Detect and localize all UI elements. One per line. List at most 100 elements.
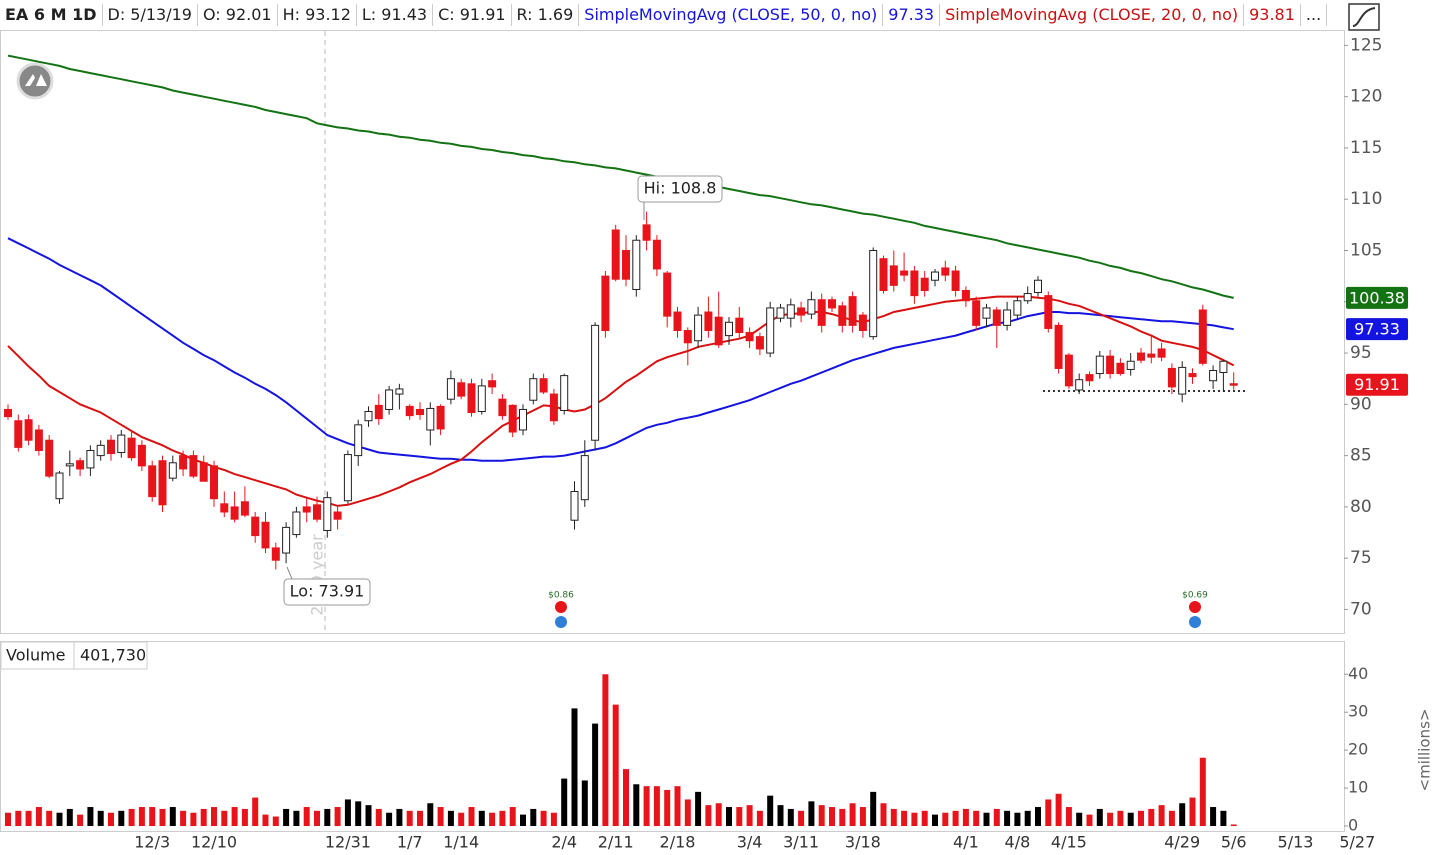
x-tick-label: 4/29	[1164, 833, 1200, 852]
candle-body	[34, 429, 43, 451]
volume-bar	[262, 814, 269, 826]
earnings-icon[interactable]	[1189, 601, 1201, 613]
study-name[interactable]: SimpleMovingAvg (CLOSE, 20, 0, no)	[940, 4, 1245, 26]
volume-panel	[0, 641, 1345, 832]
volume-bar	[437, 807, 444, 826]
volume-bar	[1199, 757, 1206, 826]
volume-last: 401,730	[80, 646, 146, 665]
candle-body	[467, 383, 476, 414]
candle-body	[1054, 324, 1063, 369]
volume-bar	[901, 810, 908, 826]
volume-bar	[468, 807, 475, 826]
candle-body	[65, 463, 74, 467]
candle-body	[168, 462, 177, 479]
volume-bar	[283, 808, 290, 826]
candle-body	[1188, 373, 1197, 378]
candle-body	[1157, 348, 1166, 358]
y-tick-label: 40	[1348, 664, 1368, 683]
candle-body	[117, 434, 126, 454]
volume-bar	[458, 812, 465, 826]
candle-body	[395, 388, 404, 395]
candle-body	[199, 462, 208, 482]
volume-bar	[272, 816, 279, 826]
x-tick-label: 4/8	[1005, 833, 1031, 852]
volume-bar	[211, 807, 217, 826]
volume-bar	[375, 808, 382, 826]
volume-bar	[777, 805, 784, 826]
candle-body	[107, 439, 115, 455]
volume-bar	[396, 808, 403, 826]
earnings-icon[interactable]	[555, 601, 567, 613]
candle-body	[951, 270, 960, 291]
candle-body	[570, 490, 579, 521]
price-box	[1346, 286, 1408, 309]
company-logo	[16, 62, 54, 100]
volume-bar	[1076, 812, 1083, 826]
volume-bar	[962, 808, 969, 826]
more[interactable]: ...	[1301, 4, 1328, 26]
lo-box	[283, 578, 371, 606]
candle-body	[714, 316, 723, 346]
y-tick-label: 85	[1350, 446, 1372, 466]
y-tick-label: 80	[1350, 497, 1372, 517]
y-tick-label: 125	[1350, 35, 1382, 55]
candle-body	[652, 239, 661, 270]
candle-body	[45, 439, 54, 477]
volume-bar	[973, 810, 980, 826]
candle-body	[755, 336, 764, 350]
volume-bar	[406, 810, 413, 826]
candle-body	[941, 267, 950, 276]
volume-bar	[849, 803, 856, 826]
y-tick-label: 30	[1348, 702, 1368, 721]
volume-bar	[180, 810, 187, 826]
candle-body	[261, 521, 270, 549]
candle-body	[725, 321, 733, 337]
volume-bar	[581, 780, 588, 826]
volume-bar	[839, 808, 846, 826]
candle-body	[323, 497, 332, 531]
study-name[interactable]: SimpleMovingAvg (CLOSE, 50, 0, no)	[579, 4, 884, 26]
candle-body	[848, 296, 857, 326]
y-tick-label: 120	[1350, 87, 1382, 107]
candle-body	[1219, 360, 1228, 374]
volume-bar	[1107, 812, 1114, 826]
x-tick-label: 5/6	[1221, 833, 1247, 852]
candle-body	[776, 307, 785, 319]
candle-body	[972, 300, 981, 326]
x-tick-label: 12/3	[134, 833, 170, 852]
candle-body	[663, 272, 672, 317]
volume-bar	[592, 723, 599, 826]
dividend-icon[interactable]	[1189, 616, 1201, 628]
y-tick-label: 95	[1350, 343, 1372, 363]
candle-body	[477, 385, 486, 413]
x-tick-label: 3/18	[845, 833, 881, 852]
study-value: 93.81	[1244, 4, 1301, 26]
close: C: 91.91	[433, 4, 512, 26]
x-tick-label: 3/4	[737, 833, 763, 852]
volume-bar	[252, 797, 259, 826]
lo-pointer	[286, 566, 293, 580]
candle-body	[1167, 367, 1176, 388]
volume-bar	[15, 810, 22, 826]
symbol[interactable]: EA 6 M 1D	[0, 4, 103, 26]
x-tick-label: 2/18	[660, 833, 696, 852]
volume-bar	[221, 810, 228, 826]
volume-bar	[890, 808, 897, 826]
y-tick-label: 90	[1350, 394, 1372, 414]
volume-bar	[169, 807, 176, 826]
candle-body	[611, 229, 620, 280]
candle-body	[498, 398, 507, 417]
dividend-icon[interactable]	[555, 616, 567, 628]
volume-bar	[983, 812, 990, 826]
candle-body	[333, 511, 342, 520]
earnings-label: $0.86	[548, 591, 574, 601]
candle-body	[189, 455, 198, 477]
volume-bar	[46, 810, 53, 826]
volume-bar	[365, 805, 372, 826]
volume-bar	[489, 812, 496, 826]
study-value: 97.33	[883, 4, 941, 26]
candle-body	[838, 305, 847, 326]
volume-bar	[417, 810, 423, 826]
volume-bar	[25, 810, 32, 826]
x-tick-label: 4/1	[953, 833, 979, 852]
